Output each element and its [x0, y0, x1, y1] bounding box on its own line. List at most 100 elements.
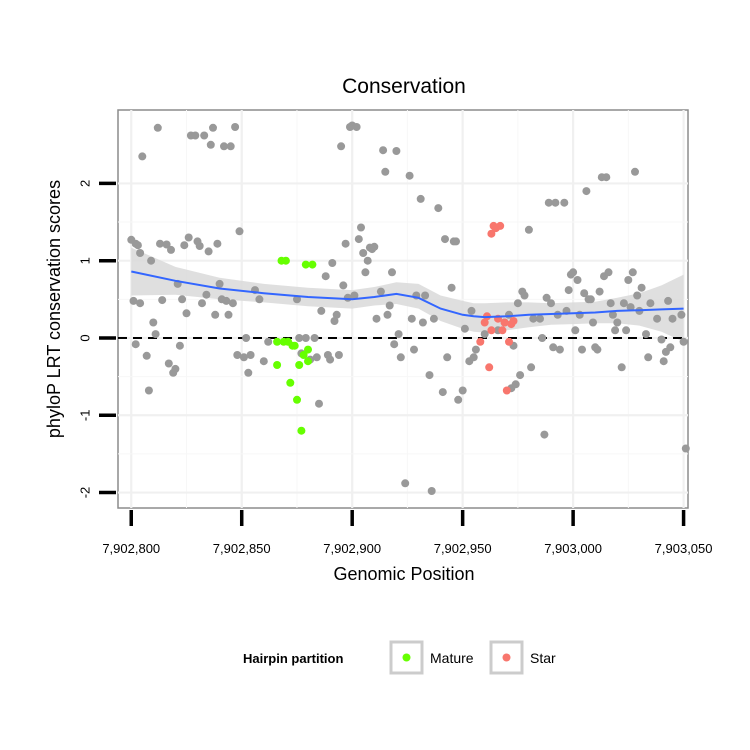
point-other — [602, 173, 611, 182]
point-other — [527, 363, 536, 372]
point-other — [321, 272, 330, 281]
point-other — [657, 335, 666, 344]
point-other — [301, 334, 310, 342]
point-mature — [290, 341, 299, 350]
point-other — [480, 330, 489, 339]
point-mature — [293, 395, 301, 404]
point-other — [363, 256, 372, 265]
point-other — [542, 293, 551, 302]
legend-dot-mature — [402, 653, 411, 662]
point-other — [178, 295, 187, 304]
point-mature — [297, 426, 306, 435]
point-other — [555, 345, 564, 354]
point-other — [586, 295, 595, 304]
point-other — [136, 249, 145, 257]
point-other — [209, 123, 217, 132]
legend-item-mature: Mature — [389, 640, 474, 675]
point-other — [666, 343, 675, 352]
y-tick-label: -1 — [77, 410, 92, 422]
point-other — [390, 340, 399, 349]
legend-label-star: Star — [530, 650, 556, 666]
point-other — [401, 479, 410, 488]
x-tick-label: 7,902,900 — [323, 541, 381, 556]
point-other — [264, 337, 273, 346]
point-other — [182, 309, 191, 318]
point-mature — [281, 256, 290, 265]
point-other — [131, 340, 140, 349]
point-other — [200, 131, 209, 140]
point-other — [317, 306, 326, 315]
point-other — [467, 306, 476, 315]
point-other — [231, 123, 240, 131]
point-star — [502, 386, 511, 395]
point-star — [487, 229, 496, 238]
point-mature — [273, 361, 282, 369]
point-other — [447, 283, 456, 292]
point-other — [136, 299, 145, 308]
point-other — [653, 314, 662, 323]
y-axis-title: phyloP LRT conservation scores — [44, 180, 64, 438]
point-mature — [304, 357, 312, 366]
point-other — [429, 314, 438, 323]
point-other — [242, 334, 251, 342]
point-other — [471, 345, 480, 354]
point-other — [326, 355, 335, 364]
point-other — [180, 241, 189, 250]
point-other — [337, 142, 346, 151]
legend-title: Hairpin partition — [243, 651, 343, 666]
point-other — [341, 239, 350, 248]
legend-item-star: Star — [489, 640, 556, 675]
point-other — [624, 276, 633, 284]
point-other — [228, 299, 237, 308]
point-other — [350, 291, 359, 300]
point-other — [536, 314, 544, 323]
point-mature — [308, 260, 317, 269]
loess-smooth-line — [131, 270, 684, 319]
point-other — [233, 351, 242, 359]
x-tick-label: 7,903,000 — [544, 541, 602, 556]
point-star — [498, 326, 507, 335]
points-layer — [127, 121, 690, 495]
confidence-ribbon-layer — [131, 247, 684, 342]
point-other — [611, 326, 620, 335]
point-other — [184, 233, 193, 242]
point-other — [167, 245, 175, 254]
point-other — [441, 235, 449, 244]
point-other — [580, 289, 589, 298]
point-other — [293, 295, 301, 304]
point-other — [454, 395, 463, 404]
point-other — [370, 242, 379, 251]
point-other — [631, 167, 639, 176]
point-other — [171, 364, 180, 373]
point-other — [569, 268, 578, 277]
point-other — [520, 291, 529, 300]
point-other — [664, 296, 673, 305]
point-star — [500, 318, 509, 327]
point-other — [332, 310, 341, 319]
point-other — [385, 301, 394, 310]
smooth-line-layer — [131, 270, 684, 319]
point-other — [191, 131, 200, 140]
point-other — [158, 296, 167, 305]
x-tick-label: 7,902,800 — [102, 541, 160, 556]
legend-label-mature: Mature — [430, 650, 474, 666]
point-other — [626, 303, 635, 312]
point-other — [595, 287, 604, 296]
x-axis-title: Genomic Position — [333, 564, 474, 584]
legend-dot-star — [502, 653, 511, 662]
point-other — [571, 326, 580, 335]
point-other — [513, 299, 522, 308]
point-other — [361, 268, 370, 277]
point-other — [149, 318, 158, 327]
point-star — [496, 221, 505, 230]
point-other — [410, 345, 418, 354]
point-other — [151, 330, 160, 339]
point-mature — [301, 260, 310, 269]
point-other — [259, 357, 268, 366]
point-other — [220, 142, 228, 151]
point-star — [487, 326, 496, 335]
point-other — [315, 399, 323, 408]
legend: Hairpin partition Mature Star — [243, 640, 556, 675]
point-other — [608, 310, 617, 319]
